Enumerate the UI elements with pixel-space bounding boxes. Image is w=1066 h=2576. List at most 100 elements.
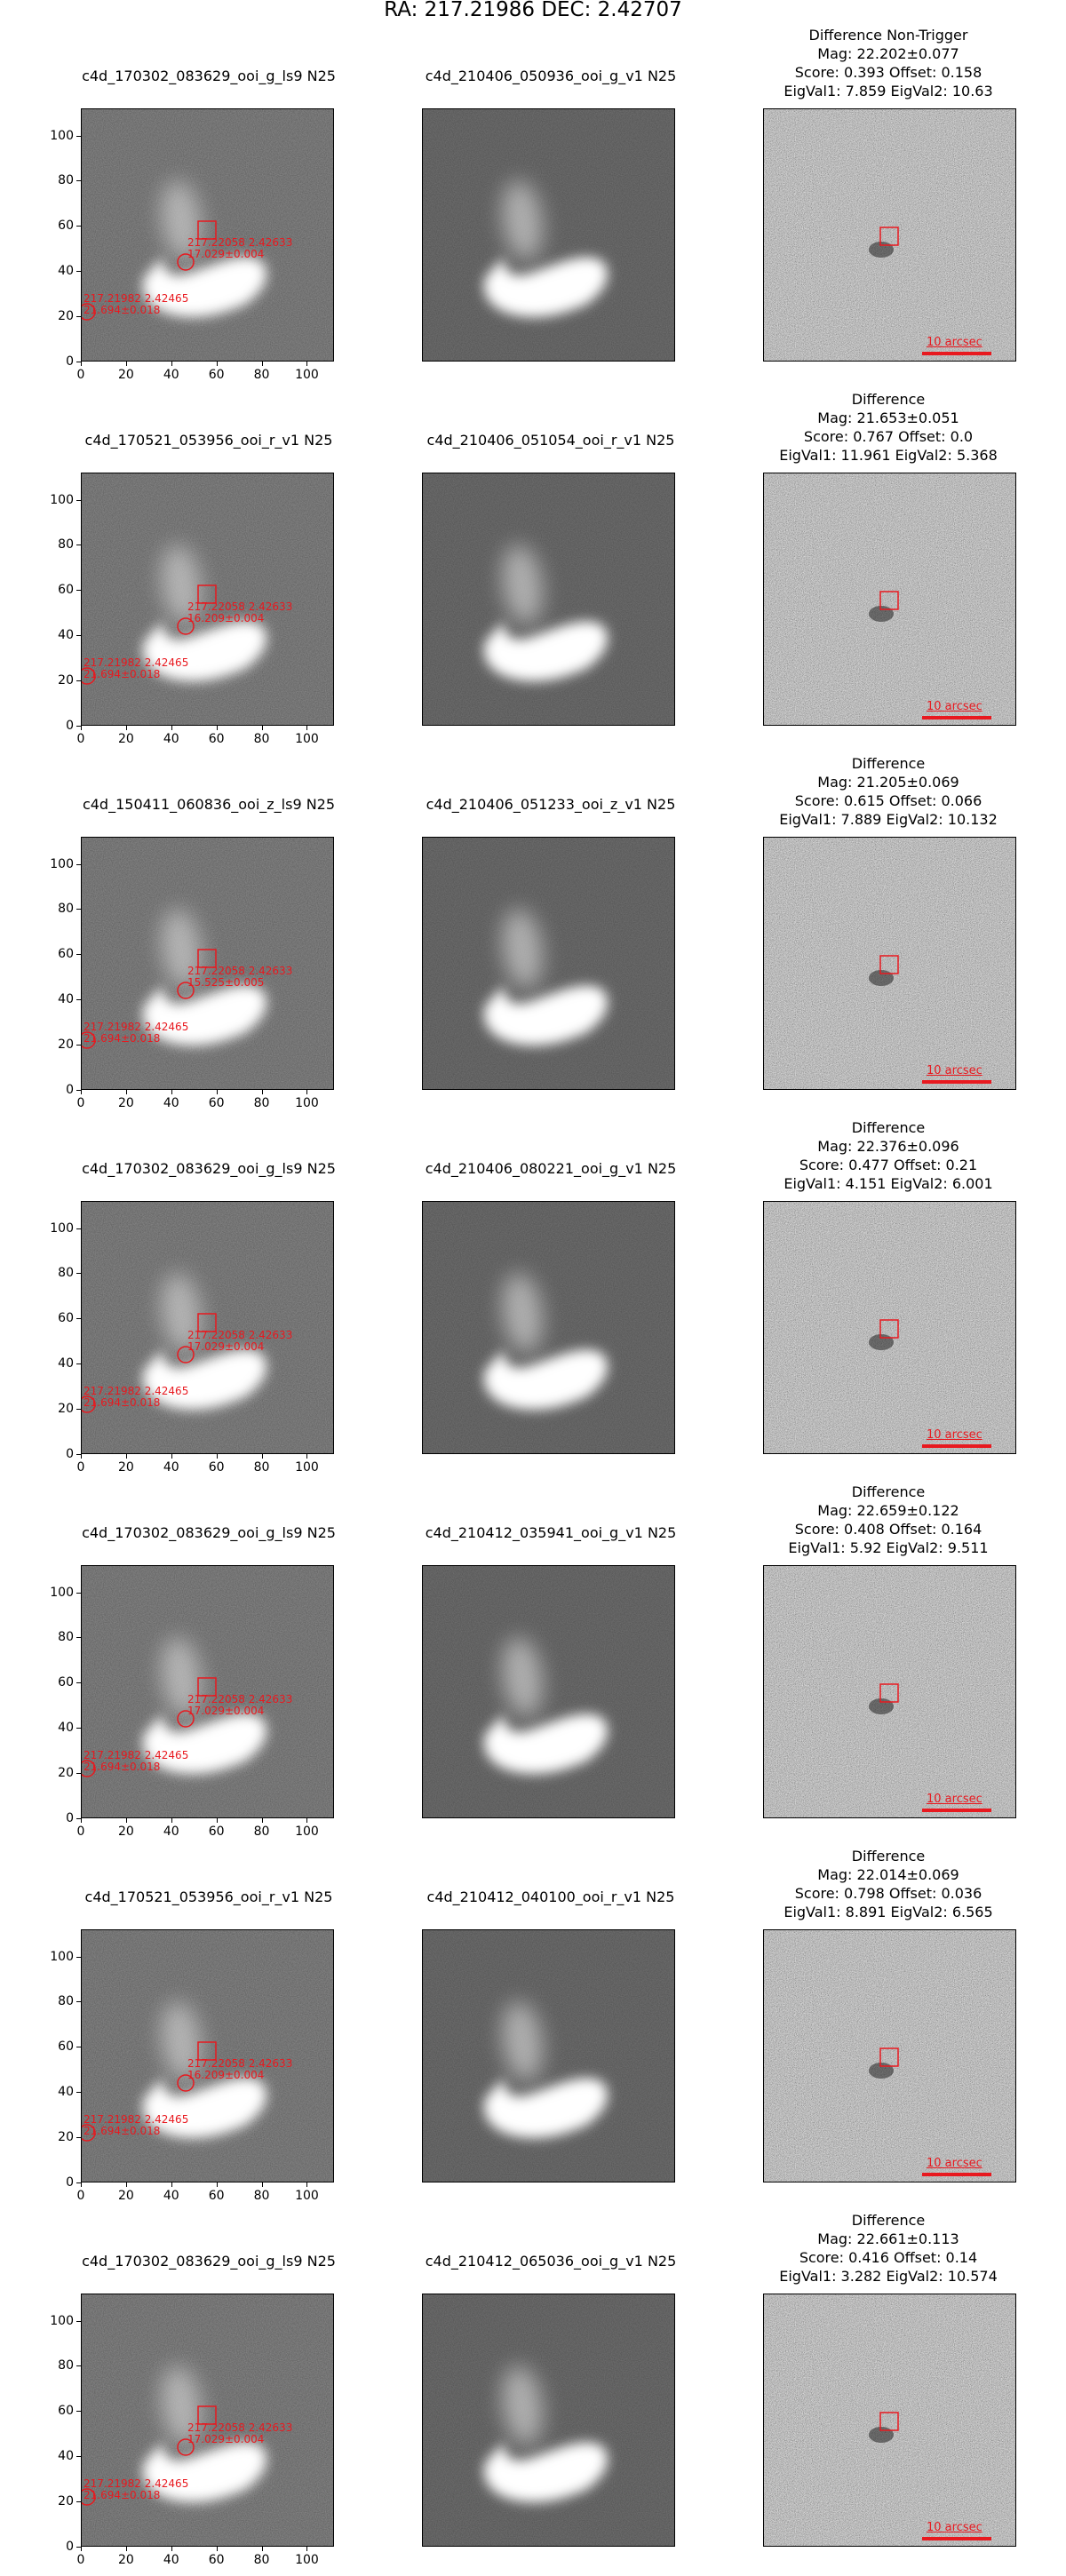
difference-title-line: Mag: 22.376±0.096 bbox=[817, 1138, 959, 1155]
scale-bar bbox=[922, 2537, 991, 2540]
x-tick-label: 40 bbox=[163, 2553, 179, 2567]
scale-bar-label: 10 arcsec bbox=[927, 700, 982, 713]
candidate-mag-label: 15.525±0.005 bbox=[187, 976, 265, 989]
y-tick-label: 60 bbox=[58, 1675, 74, 1690]
x-tick-mark bbox=[81, 1090, 82, 1094]
reference-panel-title: c4d_170521_053956_ooi_r_v1 N25 bbox=[84, 1888, 333, 1905]
y-tick-label: 20 bbox=[58, 2494, 74, 2509]
x-tick-mark bbox=[216, 362, 218, 366]
y-tick-label: 100 bbox=[50, 1220, 74, 1236]
difference-image: 10 arcsec bbox=[763, 1201, 1016, 1454]
candidate-box-marker bbox=[197, 220, 217, 240]
x-tick-mark bbox=[216, 2547, 218, 2551]
difference-panel-title: Difference Non-Trigger Mag: 22.202±0.077 S… bbox=[728, 26, 1048, 100]
x-tick-label: 60 bbox=[208, 2553, 225, 2567]
difference-candidate-box bbox=[879, 2412, 899, 2431]
y-tick-label: 80 bbox=[58, 173, 74, 188]
y-tick-label: 20 bbox=[58, 1038, 74, 1053]
host-circle-marker bbox=[177, 2438, 195, 2456]
y-tick-label: 0 bbox=[66, 719, 74, 733]
x-tick-mark bbox=[261, 2547, 263, 2551]
y-tick-mark bbox=[76, 1818, 81, 1819]
y-tick-label: 40 bbox=[58, 992, 74, 1007]
host-coord-label: 217.21982 2.42465 bbox=[84, 2477, 189, 2490]
reference-image: 217.22058 2.42633 16.209±0.004 217.21982… bbox=[81, 1929, 334, 2182]
candidate-coord-label: 217.22058 2.42633 bbox=[187, 2057, 293, 2070]
x-tick-label: 100 bbox=[295, 732, 319, 746]
y-tick-label: 20 bbox=[58, 1402, 74, 1417]
candidate-coord-label: 217.22058 2.42633 bbox=[187, 965, 293, 977]
y-tick-label: 80 bbox=[58, 1630, 74, 1645]
y-tick-label: 80 bbox=[58, 1994, 74, 2009]
difference-title-line: Difference bbox=[851, 1119, 926, 1136]
x-tick-label: 0 bbox=[76, 1825, 85, 1839]
difference-image: 10 arcsec bbox=[763, 1565, 1016, 1818]
host-coord-label: 217.21982 2.42465 bbox=[84, 1021, 189, 1033]
x-tick-label: 80 bbox=[253, 732, 270, 746]
y-tick-mark bbox=[76, 1045, 81, 1046]
y-tick-mark bbox=[76, 1728, 81, 1729]
y-tick-mark bbox=[76, 2456, 81, 2458]
x-tick-label: 0 bbox=[76, 368, 85, 382]
x-tick-label: 100 bbox=[295, 2189, 319, 2203]
host-mag-label: 21.694±0.018 bbox=[84, 668, 161, 680]
y-tick-label: 80 bbox=[58, 902, 74, 917]
reference-image: 217.22058 2.42633 17.029±0.004 217.21982… bbox=[81, 2294, 334, 2547]
host-mag-label: 21.694±0.018 bbox=[84, 1396, 161, 1409]
observation-row: c4d_170302_083629_ooi_g_ls9 N25 c4d_2104… bbox=[0, 0, 1066, 381]
candidate-coord-label: 217.22058 2.42633 bbox=[187, 600, 293, 613]
candidate-mag-label: 17.029±0.004 bbox=[187, 248, 265, 260]
difference-title-line: Difference bbox=[851, 391, 926, 408]
host-circle-marker bbox=[82, 303, 96, 321]
y-tick-mark bbox=[76, 909, 81, 910]
x-tick-mark bbox=[171, 362, 172, 366]
x-tick-mark bbox=[306, 2182, 308, 2187]
y-tick-mark bbox=[76, 635, 81, 637]
y-tick-mark bbox=[76, 2411, 81, 2413]
y-tick-mark bbox=[76, 2137, 81, 2139]
y-tick-label: 40 bbox=[58, 1356, 74, 1371]
candidate-mag-label: 16.209±0.004 bbox=[187, 612, 265, 624]
candidate-box-marker bbox=[197, 949, 217, 968]
candidate-mag-label: 17.029±0.004 bbox=[187, 1340, 265, 1353]
scale-bar-label: 10 arcsec bbox=[927, 1793, 982, 1806]
x-tick-label: 80 bbox=[253, 1096, 270, 1110]
x-tick-label: 20 bbox=[117, 1825, 134, 1839]
scale-bar bbox=[922, 1444, 991, 1448]
difference-image: 10 arcsec bbox=[763, 1929, 1016, 2182]
difference-image: 10 arcsec bbox=[763, 473, 1016, 726]
host-circle-marker bbox=[177, 1346, 195, 1364]
reference-panel-title: c4d_150411_060836_ooi_z_ls9 N25 bbox=[82, 796, 336, 813]
y-tick-mark bbox=[76, 590, 81, 592]
x-tick-mark bbox=[125, 2547, 127, 2551]
y-tick-label: 0 bbox=[66, 1811, 74, 1825]
y-tick-label: 0 bbox=[66, 2540, 74, 2554]
reference-image: 217.22058 2.42633 15.525±0.005 217.21982… bbox=[81, 837, 334, 1090]
difference-title-line: Score: 0.477 Offset: 0.21 bbox=[799, 1157, 978, 1173]
x-tick-label: 80 bbox=[253, 1460, 270, 1475]
y-tick-label: 20 bbox=[58, 1766, 74, 1781]
scale-bar-label: 10 arcsec bbox=[927, 1064, 982, 1077]
difference-title-line: Score: 0.416 Offset: 0.14 bbox=[799, 2249, 978, 2266]
y-tick-mark bbox=[76, 2320, 81, 2322]
y-tick-mark bbox=[76, 2182, 81, 2183]
observation-row: c4d_170302_083629_ooi_g_ls9 N25 c4d_2104… bbox=[0, 1457, 1066, 1838]
x-tick-label: 60 bbox=[208, 1096, 225, 1110]
host-circle-marker bbox=[177, 253, 195, 271]
y-tick-label: 100 bbox=[50, 856, 74, 871]
reference-image: 217.22058 2.42633 17.029±0.004 217.21982… bbox=[81, 108, 334, 362]
x-tick-label: 40 bbox=[163, 1460, 179, 1475]
y-tick-label: 100 bbox=[50, 492, 74, 507]
observation-row: c4d_150411_060836_ooi_z_ls9 N25 c4d_2104… bbox=[0, 728, 1066, 1109]
x-tick-label: 20 bbox=[117, 2189, 134, 2203]
x-tick-mark bbox=[306, 726, 308, 730]
difference-title-line: EigVal1: 11.961 EigVal2: 5.368 bbox=[779, 447, 998, 464]
x-tick-mark bbox=[81, 362, 82, 366]
x-tick-mark bbox=[306, 362, 308, 366]
science-panel-title: c4d_210406_051054_ooi_r_v1 N25 bbox=[426, 432, 675, 449]
y-tick-label: 0 bbox=[66, 354, 74, 369]
y-tick-label: 0 bbox=[66, 1447, 74, 1461]
x-tick-label: 100 bbox=[295, 1096, 319, 1110]
x-tick-label: 20 bbox=[117, 1096, 134, 1110]
difference-title-line: Mag: 22.014±0.069 bbox=[817, 1866, 959, 1883]
